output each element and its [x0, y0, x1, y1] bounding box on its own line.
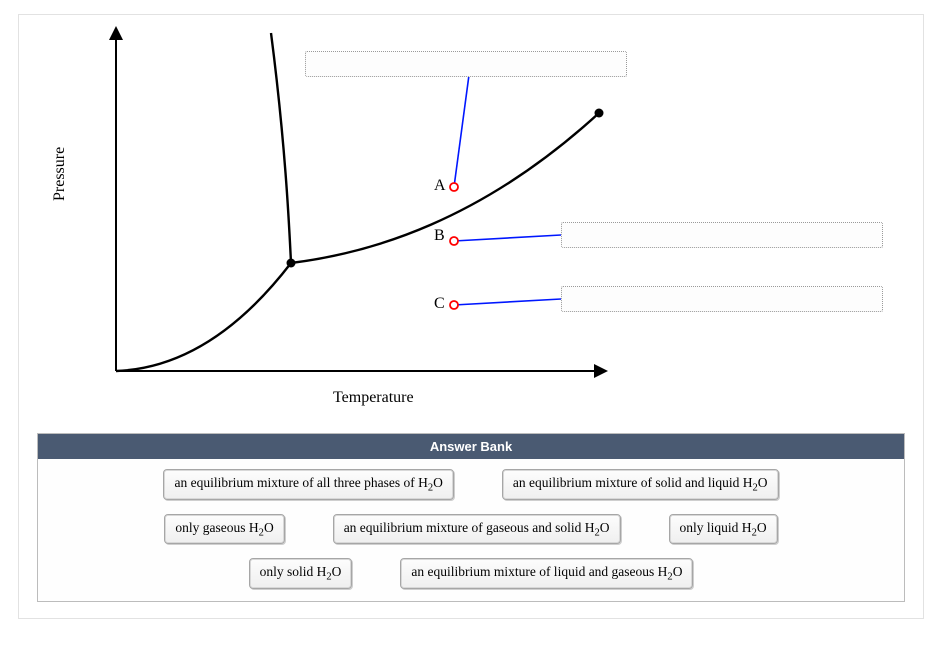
critical-point [595, 109, 604, 118]
answer-chip[interactable]: an equilibrium mixture of gaseous and so… [333, 514, 621, 545]
answer-chip[interactable]: only liquid H2O [669, 514, 778, 545]
connector-a [454, 75, 469, 187]
question-panel: Pressure Temperature A B C Answer Bank a… [18, 14, 924, 619]
connector-c [454, 299, 561, 305]
solid-liquid-curve [271, 33, 291, 263]
answer-chip[interactable]: an equilibrium mixture of all three phas… [163, 469, 453, 500]
x-axis-label: Temperature [333, 389, 414, 407]
phase-diagram: Pressure Temperature A B C [41, 21, 901, 421]
answer-bank-row: only solid H2O an equilibrium mixture of … [50, 558, 892, 589]
triple-point [287, 259, 296, 268]
connector-b [454, 235, 561, 241]
answer-chip[interactable]: only solid H2O [249, 558, 353, 589]
y-axis-label: Pressure [51, 147, 69, 201]
solid-gas-curve [116, 263, 291, 371]
answer-bank-row: only gaseous H2O an equilibrium mixture o… [50, 514, 892, 545]
marker-b-dot [450, 237, 458, 245]
dropzone-a[interactable] [305, 51, 627, 77]
dropzone-c[interactable] [561, 286, 883, 312]
answer-chip[interactable]: an equilibrium mixture of liquid and gas… [400, 558, 693, 589]
marker-c-label: C [434, 295, 445, 313]
answer-bank-row: an equilibrium mixture of all three phas… [50, 469, 892, 500]
marker-a-label: A [434, 177, 446, 195]
answer-chip[interactable]: only gaseous H2O [164, 514, 284, 545]
phase-diagram-svg [41, 21, 901, 421]
marker-a-dot [450, 183, 458, 191]
answer-chip[interactable]: an equilibrium mixture of solid and liqu… [502, 469, 779, 500]
answer-bank: Answer Bank an equilibrium mixture of al… [37, 433, 905, 602]
marker-b-label: B [434, 227, 445, 245]
dropzone-b[interactable] [561, 222, 883, 248]
marker-c-dot [450, 301, 458, 309]
answer-bank-title: Answer Bank [38, 434, 904, 459]
answer-bank-body: an equilibrium mixture of all three phas… [38, 459, 904, 601]
